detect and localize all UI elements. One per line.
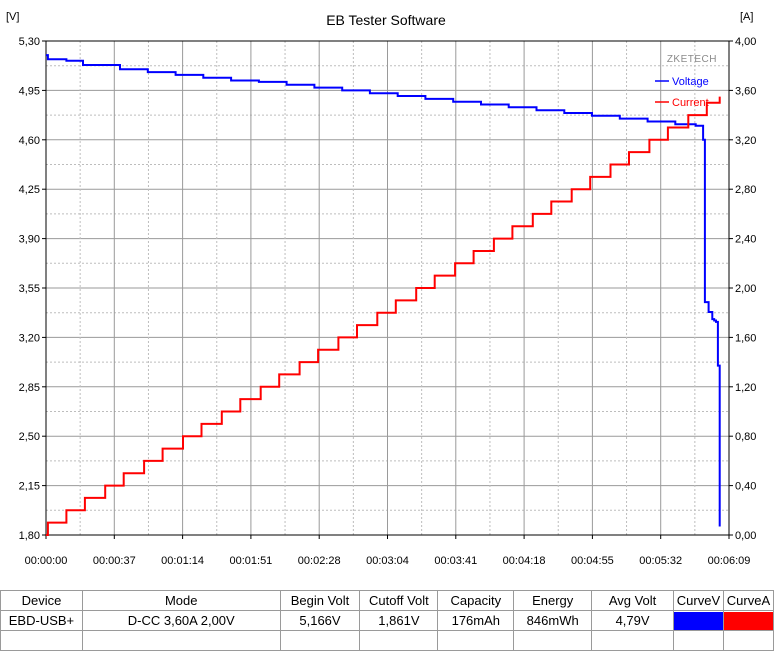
cell-begin-volt[interactable]: 5,166V bbox=[279, 610, 361, 631]
table-row-empty bbox=[0, 630, 774, 651]
y-tick-label-left: 4,95 bbox=[19, 85, 40, 97]
y-tick-label-right: 0,00 bbox=[735, 530, 756, 542]
cell-capacity[interactable]: 176mAh bbox=[437, 610, 515, 631]
x-tick-label: 00:02:28 bbox=[298, 555, 341, 567]
cell-curve-a[interactable] bbox=[722, 610, 774, 631]
header-curve-a: CurveA bbox=[722, 590, 774, 611]
x-tick-label: 00:04:55 bbox=[571, 555, 614, 567]
y-tick-label-right: 3,20 bbox=[735, 135, 756, 147]
y-tick-label-right: 2,40 bbox=[735, 234, 756, 246]
x-tick-label: 00:05:32 bbox=[639, 555, 682, 567]
legend: Voltage Current bbox=[655, 76, 709, 109]
header-mode: Mode bbox=[81, 590, 281, 611]
y-tick-label-right: 4,00 bbox=[735, 36, 756, 48]
curve-a-swatch bbox=[724, 611, 773, 630]
right-axis-unit: [A] bbox=[740, 11, 753, 23]
left-axis: 5,30 4,95 4,60 4,25 3,90 3,55 3,20 2,85 2,50 2,15… bbox=[19, 36, 46, 542]
summary-table: Device Mode Begin Volt Cutoff Volt Capac… bbox=[0, 590, 774, 651]
table-row[interactable]: EBD-USB+ D-CC 3,60A 2,00V 5,166V 1,861V … bbox=[0, 610, 774, 631]
series-line-current bbox=[46, 96, 721, 536]
y-tick-label-left: 4,25 bbox=[19, 184, 40, 196]
y-tick-label-left: 2,15 bbox=[19, 481, 40, 493]
header-curve-v: CurveV bbox=[672, 590, 724, 611]
summary-header-row: Device Mode Begin Volt Cutoff Volt Capac… bbox=[0, 590, 774, 611]
x-tick-label: 00:03:04 bbox=[366, 555, 409, 567]
x-tick-label: 00:01:51 bbox=[229, 555, 272, 567]
y-tick-label-right: 2,00 bbox=[735, 283, 756, 295]
y-tick-label-left: 3,90 bbox=[19, 234, 40, 246]
left-axis-unit: [V] bbox=[6, 11, 19, 23]
series-line-voltage bbox=[46, 54, 721, 527]
x-tick-label: 00:03:41 bbox=[434, 555, 477, 567]
chart-title: EB Tester Software bbox=[326, 12, 446, 28]
header-avg-volt: Avg Volt bbox=[591, 590, 674, 611]
header-device: Device bbox=[0, 590, 83, 611]
cell-curve-v[interactable] bbox=[672, 610, 724, 631]
cell-cutoff-volt[interactable]: 1,861V bbox=[359, 610, 439, 631]
x-tick-label: 00:04:18 bbox=[503, 555, 546, 567]
y-tick-label-left: 3,20 bbox=[19, 332, 40, 344]
x-tick-label: 00:06:09 bbox=[708, 555, 751, 567]
x-tick-label: 00:00:37 bbox=[93, 555, 136, 567]
y-tick-label-right: 0,80 bbox=[735, 431, 756, 443]
header-capacity: Capacity bbox=[437, 590, 515, 611]
y-tick-label-right: 1,20 bbox=[735, 382, 756, 394]
grid bbox=[45, 40, 730, 536]
legend-voltage-label: Voltage bbox=[672, 76, 709, 88]
y-tick-label-right: 2,80 bbox=[735, 184, 756, 196]
header-begin-volt: Begin Volt bbox=[279, 590, 361, 611]
legend-current-label: Current bbox=[672, 97, 709, 109]
y-tick-label-right: 1,60 bbox=[735, 332, 756, 344]
y-tick-label-left: 1,80 bbox=[19, 530, 40, 542]
x-axis: 00:00:00 00:00:37 00:01:14 00:01:51 00:02:28… bbox=[25, 535, 751, 567]
chart: EB Tester Software [V] [A] 5,30 4,95 4,60 4… bbox=[6, 11, 756, 567]
header-energy: Energy bbox=[513, 590, 593, 611]
y-tick-label-left: 2,50 bbox=[19, 431, 40, 443]
y-tick-label-left: 5,30 bbox=[19, 36, 40, 48]
cell-mode[interactable]: D-CC 3,60A 2,00V bbox=[81, 610, 281, 631]
series bbox=[46, 54, 721, 536]
cell-avg-volt[interactable]: 4,79V bbox=[591, 610, 674, 631]
right-axis: 4,00 3,60 3,20 2,80 2,40 2,00 1,60 1,20 0,80 0,40… bbox=[729, 36, 756, 542]
cell-energy[interactable]: 846mWh bbox=[513, 610, 593, 631]
cell-device[interactable]: EBD-USB+ bbox=[0, 610, 83, 631]
x-tick-label: 00:01:14 bbox=[161, 555, 204, 567]
y-tick-label-right: 3,60 bbox=[735, 85, 756, 97]
brand-label: ZKETECH bbox=[667, 54, 717, 65]
y-tick-label-left: 4,60 bbox=[19, 135, 40, 147]
curve-v-swatch bbox=[674, 611, 723, 630]
y-tick-label-right: 0,40 bbox=[735, 481, 756, 493]
y-tick-label-left: 3,55 bbox=[19, 283, 40, 295]
header-cutoff-volt: Cutoff Volt bbox=[359, 590, 439, 611]
y-tick-label-left: 2,85 bbox=[19, 382, 40, 394]
x-tick-label: 00:00:00 bbox=[25, 555, 68, 567]
